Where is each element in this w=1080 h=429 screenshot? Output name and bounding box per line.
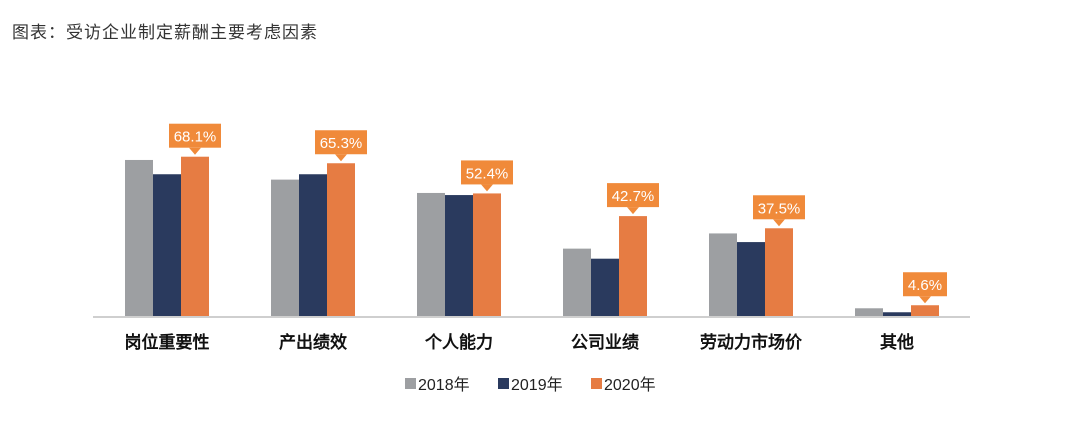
legend-swatch-2018年 xyxy=(405,378,416,389)
category-label: 劳动力市场价 xyxy=(700,332,803,353)
bar-2019年-4 xyxy=(737,242,765,316)
legend-label: 2018年 xyxy=(418,376,470,394)
legend-swatch-2019年 xyxy=(498,378,509,389)
bar-2020年-1 xyxy=(327,163,355,316)
data-label-box xyxy=(753,195,805,220)
data-label-pointer xyxy=(919,296,931,304)
category-label: 其他 xyxy=(880,332,914,353)
legend-label: 2019年 xyxy=(511,376,563,394)
data-label-pointer xyxy=(189,147,201,155)
bar-2019年-5 xyxy=(883,312,911,316)
data-label-pointer xyxy=(627,207,639,215)
bar-2020年-3 xyxy=(619,216,647,316)
bar-2018年-1 xyxy=(271,179,299,316)
category-label: 个人能力 xyxy=(424,332,493,353)
category-label: 岗位重要性 xyxy=(125,332,210,353)
legend-label: 2020年 xyxy=(604,376,656,394)
legend-swatch-2020年 xyxy=(591,378,602,389)
data-label-pointer xyxy=(335,154,347,162)
bar-2019年-0 xyxy=(153,174,181,316)
data-label-box xyxy=(169,123,221,148)
bar-2018年-2 xyxy=(417,192,445,316)
bar-2019年-1 xyxy=(299,174,327,316)
data-label-box xyxy=(903,272,947,297)
category-label: 产出绩效 xyxy=(279,332,347,353)
data-label: 37.5% xyxy=(758,200,801,217)
category-label: 公司业绩 xyxy=(571,332,639,353)
bar-2018年-3 xyxy=(563,248,591,316)
bar-2018年-0 xyxy=(125,159,153,316)
data-label: 4.6% xyxy=(908,277,942,294)
bar-2020年-0 xyxy=(181,156,209,316)
data-label-box xyxy=(315,130,367,155)
data-label-box xyxy=(461,160,513,185)
bar-2020年-4 xyxy=(765,228,793,316)
bar-2019年-3 xyxy=(591,258,619,316)
bar-2019年-2 xyxy=(445,195,473,316)
data-label: 68.1% xyxy=(174,129,217,146)
data-label: 52.4% xyxy=(466,165,509,182)
data-label-box xyxy=(607,183,659,208)
chart-title: 图表：受访企业制定薪酬主要考虑因素 xyxy=(12,23,318,43)
data-label-pointer xyxy=(481,184,493,192)
bar-2018年-4 xyxy=(709,233,737,316)
bar-2018年-5 xyxy=(855,308,883,316)
data-label-pointer xyxy=(773,219,785,227)
bar-2020年-2 xyxy=(473,193,501,316)
data-label: 42.7% xyxy=(612,188,655,205)
bar-2020年-5 xyxy=(911,305,939,316)
data-label: 65.3% xyxy=(320,135,363,152)
